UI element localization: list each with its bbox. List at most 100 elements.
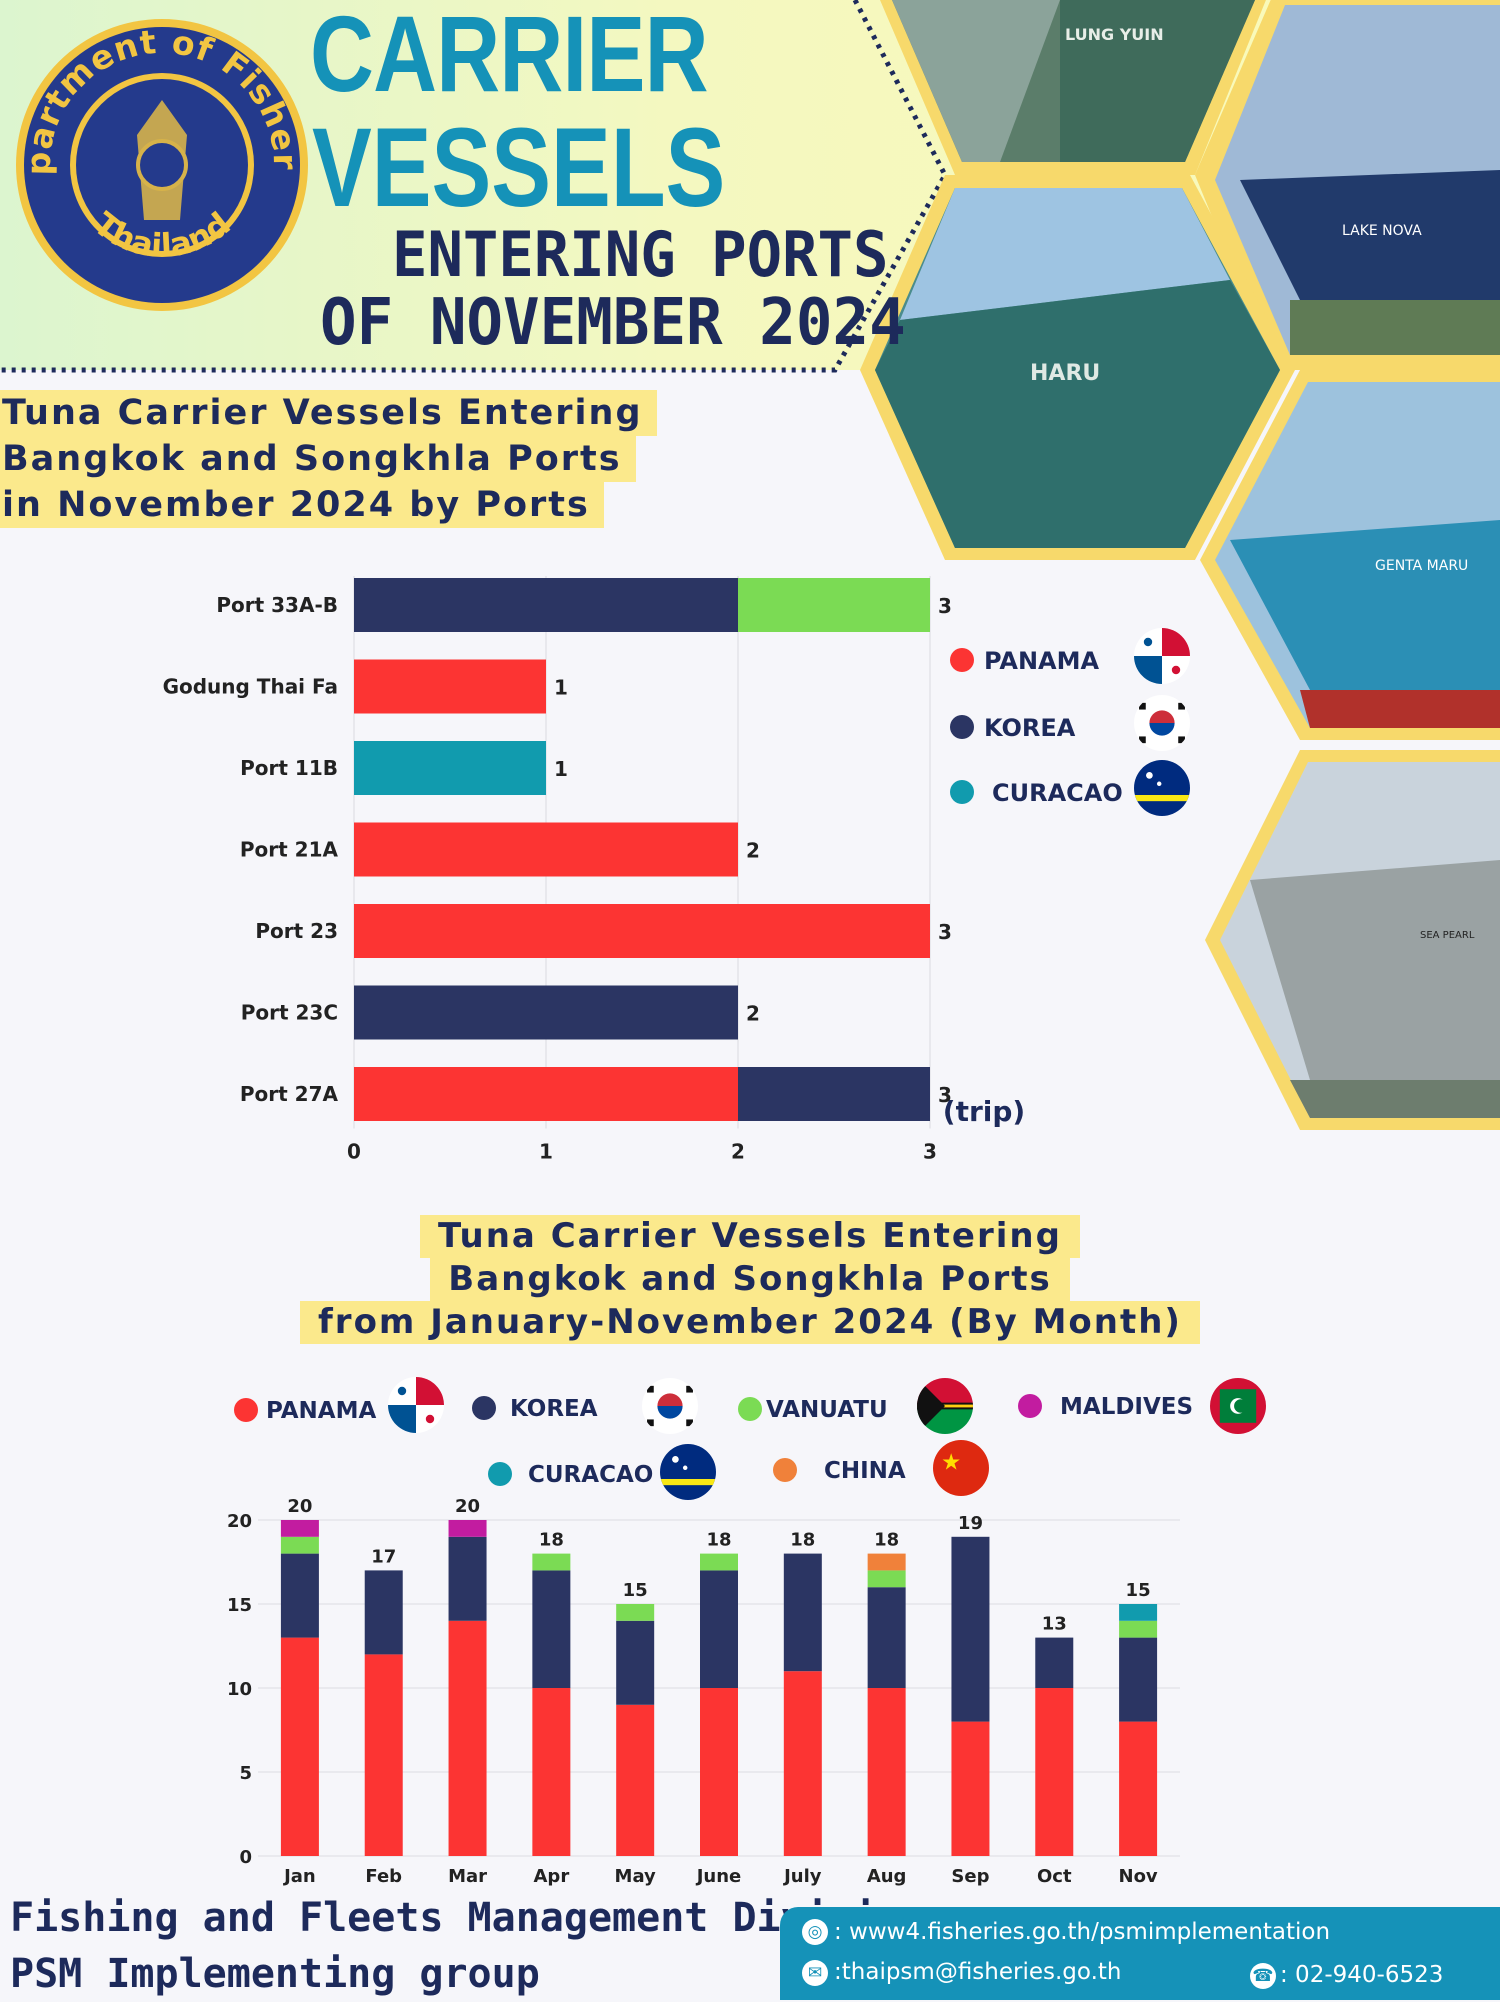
vessel-photo-collage: LUNG YUIN LAKE NOVA HARU GENTA MARU SEA …	[0, 0, 1500, 1130]
y-tick-label: 15	[227, 1595, 252, 1616]
flag-part	[1171, 665, 1181, 675]
flag-part	[672, 1456, 679, 1463]
x-tick-label: 2	[731, 1140, 745, 1161]
flag-part	[1178, 736, 1185, 744]
monthly-chart-legend: PANAMA KOREA VANUATU MALDIVES CURACAO CHINA ★	[234, 1377, 1266, 1500]
contact-box: ◎ : www4.fisheries.go.th/psmimplementati…	[780, 1907, 1500, 2000]
bar-total-label: 13	[1042, 1614, 1067, 1635]
bar-segment-panama	[354, 1067, 738, 1121]
y-tick-label: 20	[227, 1511, 252, 1532]
bar-total-label: 18	[874, 1530, 899, 1551]
bar-segment-panama	[1035, 1688, 1074, 1856]
unit-label: (trip)	[943, 1095, 1025, 1128]
title-line-3: ENTERING PORTS	[392, 218, 889, 291]
bar-segment-korea	[354, 985, 738, 1040]
flag-part	[647, 1385, 654, 1393]
bar-segment-maldives	[448, 1520, 487, 1537]
legend-label: MALDIVES	[1060, 1394, 1193, 1420]
x-category-label: July	[782, 1866, 822, 1887]
legend-swatch-curacao	[950, 780, 974, 804]
bar-segment-korea	[700, 1570, 738, 1688]
section1-title-line: in November 2024 by Ports	[0, 482, 604, 528]
bar-segment-panama	[354, 904, 930, 958]
legend-swatch-panama	[234, 1398, 258, 1422]
section2-title: Tuna Carrier Vessels Entering Bangkok an…	[300, 1215, 1200, 1344]
section1-title: Tuna Carrier Vessels Entering Bangkok an…	[0, 390, 657, 528]
bar-total-label: 17	[371, 1546, 396, 1567]
y-category-label: Port 21A	[240, 838, 339, 862]
x-tick-label: 1	[539, 1140, 553, 1161]
bar-total-label: 20	[455, 1496, 480, 1517]
flag-body	[1134, 695, 1190, 751]
phone-number: : 02-940-6523	[1280, 1962, 1444, 1988]
y-category-label: Port 33A-B	[216, 593, 338, 617]
flag-part	[1234, 1399, 1248, 1413]
bar-value-label: 1	[554, 676, 568, 700]
bar-segment-vanuatu	[616, 1604, 655, 1621]
flag-part	[1149, 723, 1175, 736]
flag-body	[388, 1377, 444, 1433]
flag-part	[660, 1479, 716, 1486]
x-category-label: June	[695, 1866, 742, 1887]
korea-flag-icon	[1134, 695, 1190, 751]
flag-part	[1134, 795, 1190, 802]
flag-part	[388, 1405, 416, 1433]
flag-part	[933, 1440, 989, 1496]
phone-icon: ☎	[1250, 1963, 1276, 1989]
bar-value-label: 2	[746, 1002, 760, 1026]
bar-total-label: 18	[539, 1530, 564, 1551]
vessel-name-5: SEA PEARL	[1420, 930, 1475, 941]
vessel-name-2: LAKE NOVA	[1342, 223, 1422, 239]
bar-total-label: 15	[623, 1580, 648, 1601]
bar-segment-panama	[616, 1704, 655, 1856]
title-line-4: OF NOVEMBER 2024	[320, 286, 906, 360]
curacao-flag-icon	[1134, 760, 1190, 816]
x-category-label: Jan	[282, 1866, 316, 1887]
bar-segment-panama	[867, 1688, 906, 1856]
email-link[interactable]: :thaipsm@fisheries.go.th	[834, 1959, 1122, 1985]
department-of-fisheries-logo: Department of Fisheries Thailand	[12, 15, 308, 311]
legend-swatch-vanuatu	[738, 1397, 762, 1421]
flag-part	[682, 1465, 688, 1471]
flag-body	[1210, 1378, 1266, 1434]
flag-body	[660, 1444, 716, 1500]
bar-segment-china	[867, 1553, 906, 1571]
flag-part	[917, 1378, 945, 1434]
bar-segment-vanuatu	[532, 1553, 571, 1571]
legend-label: KOREA	[984, 714, 1076, 742]
bar-value-label: 2	[746, 839, 760, 863]
x-category-label: Oct	[1037, 1866, 1072, 1887]
bar-total-label: 18	[790, 1530, 815, 1551]
flag-body: ★	[933, 1440, 989, 1496]
y-category-label: Port 23	[255, 919, 338, 943]
flag-part	[1139, 702, 1146, 710]
website-link[interactable]: : www4.fisheries.go.th/psmimplementation	[834, 1919, 1331, 1945]
bar-segment-curacao	[1119, 1604, 1158, 1621]
flag-part	[1149, 710, 1175, 723]
vessel-photo-2: LAKE NOVA	[1195, 0, 1500, 370]
section2-title-line: from January-November 2024 (By Month)	[300, 1301, 1200, 1344]
bar-segment-korea	[783, 1553, 822, 1672]
footer-credits: Fishing and Fleets Management Division P…	[10, 1890, 925, 2002]
bar-segment-panama	[364, 1654, 403, 1856]
bar-segment-korea	[448, 1536, 487, 1621]
bar-segment-korea	[1035, 1637, 1074, 1688]
bar-total-label: 18	[706, 1530, 731, 1551]
vessel-photo-3: HARU	[860, 175, 1295, 560]
bar-segment-panama	[532, 1688, 571, 1856]
flag-part	[425, 1414, 435, 1424]
flag-part	[686, 1419, 693, 1427]
ports-bar-chart: 0 1 2 3 Port 33A-B 3 Godung Thai Fa 1 Port 11B 1 P…	[163, 576, 1025, 1161]
bar-segment-panama	[280, 1637, 319, 1856]
flag-part	[1139, 736, 1146, 744]
bar-value-label: 3	[938, 1083, 952, 1107]
legend-swatch-curacao	[488, 1462, 512, 1486]
legend-label: CURACAO	[528, 1462, 653, 1488]
mail-icon: ✉	[802, 1960, 828, 1986]
legend-swatch-panama	[950, 648, 974, 672]
vessel-name-3: HARU	[1030, 361, 1100, 386]
x-category-label: Mar	[448, 1866, 487, 1887]
globe-icon: ◎	[802, 1919, 828, 1945]
bar-total-label: 20	[287, 1496, 312, 1517]
x-category-label: Aug	[867, 1866, 907, 1887]
